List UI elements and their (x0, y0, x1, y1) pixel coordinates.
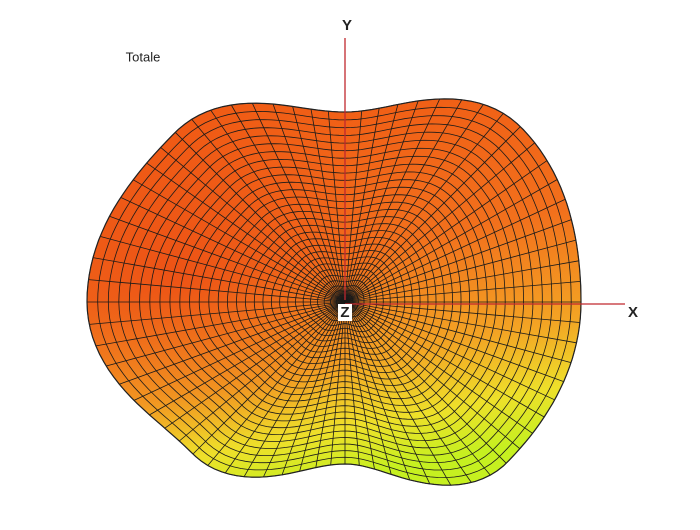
mesh-meridian (344, 260, 579, 303)
z-label-box (338, 304, 352, 321)
mesh-meridian (119, 301, 346, 385)
mesh-meridian (344, 98, 441, 303)
mesh-meridian (299, 301, 346, 472)
mesh-meridian (344, 301, 564, 382)
mesh-meridian (146, 162, 346, 303)
mesh-meridian (281, 301, 346, 475)
mesh-meridian (344, 104, 399, 303)
mesh-meridian (344, 301, 521, 450)
mesh-meridian (175, 132, 346, 303)
mesh-meridian (344, 301, 572, 363)
mesh-meridian (344, 198, 566, 303)
mesh-meridian (315, 301, 346, 468)
mesh-meridian (95, 301, 346, 347)
mesh-meridian (344, 301, 507, 464)
mesh-meridian (192, 301, 346, 455)
mesh-meridian (88, 279, 346, 303)
mesh-meridian (344, 301, 555, 401)
mesh-meridian (327, 111, 346, 303)
mesh-meridian (344, 301, 452, 486)
mesh-meridian (330, 301, 346, 466)
mesh-meridian (344, 301, 375, 470)
mesh-meridian (224, 301, 346, 474)
mesh-meridian (344, 301, 392, 475)
mesh-meridian (133, 179, 346, 303)
mesh-meridian (344, 301, 545, 418)
mesh-meridian (207, 301, 346, 466)
mesh-meridian (160, 147, 346, 303)
mesh-meridian (344, 126, 521, 303)
mesh-meridian (344, 100, 419, 303)
mesh-meridian (344, 179, 558, 303)
mesh-meridian (89, 301, 346, 325)
mesh-meridian (106, 301, 346, 367)
mesh-meridian (251, 103, 346, 303)
x-axis-label: X (628, 304, 638, 321)
mesh-meridian (344, 239, 577, 303)
mesh-meridian (164, 301, 346, 429)
radiation-pattern (86, 98, 582, 486)
mesh-meridian (292, 106, 346, 303)
mesh-meridian (344, 301, 533, 434)
mesh-meridian (133, 301, 346, 401)
mesh-meridian (344, 301, 491, 476)
mesh-meridian (99, 236, 346, 303)
mesh-meridian (92, 257, 346, 303)
plot-title: Totale (126, 49, 161, 64)
mesh-meridian (344, 301, 472, 483)
mesh-meridian (210, 109, 346, 303)
mesh-meridian (243, 301, 346, 477)
mesh-meridian (344, 301, 580, 323)
mesh-meridian (310, 109, 346, 303)
mesh-meridian (344, 301, 577, 344)
mesh-meridian (263, 301, 346, 478)
mesh-meridian (344, 281, 581, 303)
mesh-meridian (344, 113, 504, 303)
pattern-outline (86, 98, 582, 486)
mesh-meridian (344, 301, 431, 485)
y-axis-label: Y (342, 17, 352, 34)
mesh-meridian (344, 104, 484, 303)
mesh-meridian (344, 219, 572, 303)
mesh-meridian (344, 301, 360, 466)
mesh-meridian (272, 103, 346, 303)
mesh-meridian (179, 301, 346, 442)
mesh-meridian (344, 160, 548, 303)
mesh-meridian (109, 215, 346, 303)
mesh-meridian (344, 301, 411, 481)
mesh-meridian (230, 104, 346, 303)
mesh-meridian (120, 197, 346, 303)
pattern-shade (87, 98, 581, 486)
mesh-meridian (149, 301, 346, 416)
mesh-meridian (344, 142, 535, 303)
mesh-meridian (344, 108, 380, 303)
mesh-meridian (344, 99, 463, 303)
mesh-meridian (344, 110, 363, 303)
z-axis-label: Z (340, 304, 349, 321)
mesh-meridian (191, 119, 346, 303)
